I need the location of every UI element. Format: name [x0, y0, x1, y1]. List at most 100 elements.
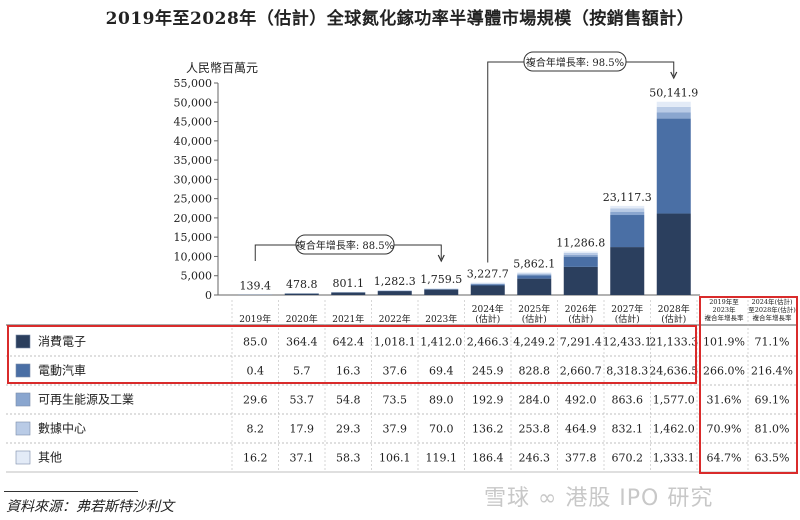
table-cell: 7,291.4	[560, 336, 602, 349]
bar-segment	[424, 289, 459, 295]
bar-segment	[517, 278, 552, 295]
table-cell: 245.9	[472, 365, 504, 378]
bar-total-label: 11,286.8	[556, 236, 605, 249]
bar-segment	[563, 251, 598, 253]
table-cell: 2,660.7	[560, 365, 602, 378]
table-cell: 1,333.1	[653, 452, 695, 465]
bar-total-label: 139.4	[240, 279, 272, 292]
table-cell: 0.4	[247, 365, 265, 378]
cagr-cell: 81.0%	[755, 423, 790, 436]
y-tick-label: 45,000	[174, 116, 213, 129]
table-cell: 29.6	[243, 394, 268, 407]
cagr-cell: 101.9%	[703, 336, 745, 349]
bar-segment	[610, 208, 645, 212]
cagr-cell: 266.0%	[703, 365, 745, 378]
bar-segment	[656, 112, 691, 119]
table-cell: 136.2	[472, 423, 504, 436]
bar-total-label: 3,227.7	[467, 268, 509, 281]
table-cell: 192.9	[472, 394, 504, 407]
category-label: 2021年	[332, 313, 364, 325]
bar-segment	[284, 293, 319, 295]
table-cell: 1,462.0	[653, 423, 695, 436]
cagr-cell: 70.9%	[707, 423, 742, 436]
bar-segment	[517, 272, 552, 274]
bar-segment	[610, 247, 645, 295]
bar-segment	[470, 283, 505, 284]
source-divider	[4, 491, 138, 492]
table-cell: 828.8	[519, 365, 551, 378]
bar-segment	[563, 256, 598, 267]
table-cell: 284.0	[519, 394, 551, 407]
table-cell: 1,412.0	[420, 336, 462, 349]
category-label: 2023年	[425, 313, 457, 325]
y-tick-label: 5,000	[181, 270, 213, 283]
legend-label: 其他	[38, 451, 62, 465]
legend-swatch	[15, 363, 31, 378]
cagr-column-header: 2024年(估計)至2028年(估計)複合年增長率	[748, 297, 796, 322]
y-tick-label: 40,000	[174, 135, 213, 148]
table-cell: 24,636.5	[649, 365, 698, 378]
table-cell: 2,466.3	[467, 336, 509, 349]
bar-segment	[470, 285, 505, 295]
bar-segment	[656, 118, 691, 214]
legend-label: 數據中心	[38, 421, 86, 436]
cagr-cell: 71.1%	[755, 336, 790, 349]
bar-segment	[563, 252, 598, 255]
table-cell: 29.3	[336, 423, 361, 436]
table-cell: 119.1	[426, 452, 458, 465]
table-cell: 37.1	[290, 452, 315, 465]
table-cell: 186.4	[472, 452, 504, 465]
table-cell: 17.9	[290, 423, 315, 436]
y-tick-label: 20,000	[174, 212, 213, 225]
bar-segment	[517, 274, 552, 276]
table-cell: 37.6	[383, 365, 408, 378]
bar-segment	[656, 106, 691, 113]
category-label: 2025年(估計)	[518, 303, 550, 325]
bar-total-label: 801.1	[333, 277, 365, 290]
bar-total-label: 50,141.9	[649, 87, 698, 100]
y-tick-label: 10,000	[174, 250, 213, 263]
bar-segment	[517, 273, 552, 275]
cagr-cell: 69.1%	[755, 394, 790, 407]
table-cell: 58.3	[336, 452, 361, 465]
table-cell: 54.8	[336, 394, 361, 407]
y-tick-label: 0	[205, 289, 212, 302]
table-cell: 8,318.3	[606, 365, 648, 378]
bar-segment	[470, 284, 505, 286]
bar-total-label: 1,759.5	[420, 273, 462, 286]
category-label: 2027年(估計)	[611, 303, 643, 325]
table-cell: 16.2	[243, 452, 268, 465]
cagr-cell: 64.7%	[707, 452, 742, 465]
bar-segment	[377, 291, 412, 295]
bar-segment	[563, 254, 598, 257]
bar-segment	[656, 101, 691, 107]
cagr-cell: 216.4%	[751, 365, 793, 378]
table-cell: 364.4	[286, 336, 318, 349]
table-cell: 4,249.2	[513, 336, 555, 349]
table-cell: 464.9	[565, 423, 597, 436]
cagr-label: 複合年增長率: 98.5%	[526, 56, 624, 69]
bar-total-label: 5,862.1	[513, 257, 555, 270]
cagr-column-header: 2019年至 2023年複合年增長率	[705, 297, 745, 322]
category-label: 2028年(估計)	[658, 303, 690, 325]
bar-total-label: 1,282.3	[374, 275, 416, 288]
y-tick-label: 15,000	[174, 231, 213, 244]
table-cell: 21,133.3	[649, 336, 698, 349]
cagr-arrow-icon	[670, 71, 678, 80]
bar-segment	[563, 266, 598, 295]
bar-segment	[610, 205, 645, 209]
table-cell: 85.0	[243, 336, 268, 349]
table-cell: 492.0	[565, 394, 597, 407]
cagr-cell: 63.5%	[755, 452, 790, 465]
table-cell: 73.5	[383, 394, 408, 407]
table-cell: 12,433.1	[603, 336, 652, 349]
y-tick-label: 35,000	[174, 154, 213, 167]
y-tick-label: 50,000	[174, 96, 213, 109]
bar-total-label: 23,117.3	[603, 191, 652, 204]
cagr-bracket-line	[487, 61, 675, 263]
table-cell: 832.1	[612, 423, 644, 436]
table-cell: 246.3	[519, 452, 551, 465]
y-tick-label: 30,000	[174, 173, 213, 186]
legend-swatch	[15, 392, 31, 407]
